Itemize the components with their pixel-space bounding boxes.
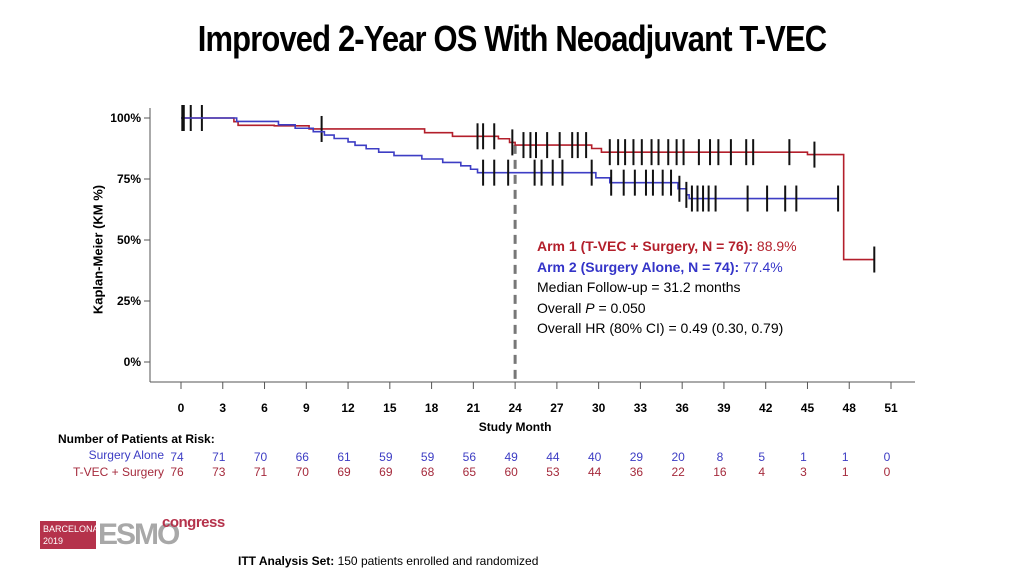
x-tick-label: 18 bbox=[425, 401, 439, 415]
risk-value: 61 bbox=[337, 450, 351, 464]
x-tick-label: 48 bbox=[843, 401, 857, 415]
tick-labels: 100%75%50%25%0%0 3 6 9 12 15 18 21 24 27 30 33 36 39 4… bbox=[110, 111, 898, 434]
hazard-ratio: Overall HR (80% CI) = 0.49 (0.30, 0.79) bbox=[537, 320, 784, 336]
x-tick-label: 45 bbox=[801, 401, 815, 415]
x-tick-label: 30 bbox=[592, 401, 606, 415]
risk-value: 68 bbox=[421, 465, 435, 479]
risk-value: 44 bbox=[546, 450, 560, 464]
risk-value: 53 bbox=[546, 465, 560, 479]
risk-value: 66 bbox=[296, 450, 310, 464]
page-title: Improved 2-Year OS With Neoadjuvant T-VE… bbox=[197, 18, 827, 59]
risk-table-heading: Number of Patients at Risk: bbox=[58, 432, 215, 446]
risk-value: 1 bbox=[842, 465, 849, 479]
risk-value: 40 bbox=[588, 450, 602, 464]
risk-value: 65 bbox=[463, 465, 477, 479]
risk-value: 16 bbox=[713, 465, 727, 479]
x-tick-label: 27 bbox=[550, 401, 564, 415]
series-group bbox=[181, 105, 876, 273]
risk-value: 59 bbox=[421, 450, 435, 464]
y-tick-label: 0% bbox=[124, 355, 142, 369]
y-tick-label: 25% bbox=[117, 294, 141, 308]
logo-suffix: congress bbox=[162, 514, 225, 531]
risk-value: 70 bbox=[296, 465, 310, 479]
risk-value: 60 bbox=[504, 465, 518, 479]
risk-value: 1 bbox=[800, 450, 807, 464]
risk-value: 59 bbox=[379, 450, 393, 464]
risk-value: 73 bbox=[212, 465, 226, 479]
x-tick-label: 24 bbox=[508, 401, 522, 415]
risk-value: 71 bbox=[212, 450, 226, 464]
p-value: Overall P = 0.050 bbox=[537, 299, 646, 316]
risk-value: 70 bbox=[254, 450, 268, 464]
risk-value: 69 bbox=[337, 465, 351, 479]
km-curve-arm2 bbox=[181, 117, 839, 200]
footnote: ITT Analysis Set: 150 patients enrolled … bbox=[238, 554, 539, 568]
y-axis-label: Kaplan-Meier (KM %) bbox=[90, 184, 106, 315]
arm1-result: Arm 1 (T-VEC + Surgery, N = 76): 88.9% bbox=[537, 236, 797, 257]
km-curve-arm1 bbox=[181, 117, 875, 261]
risk-value: 0 bbox=[884, 465, 891, 479]
arm1-value: 88.9% bbox=[756, 238, 797, 254]
arm2-result: Arm 2 (Surgery Alone, N = 74): 77.4% bbox=[537, 257, 797, 278]
x-axis-label: Study Month bbox=[479, 420, 552, 434]
risk-value: 56 bbox=[463, 450, 477, 464]
logo-city-badge: BARCELONA 2019 bbox=[40, 521, 99, 549]
x-tick-label: 51 bbox=[884, 401, 898, 415]
risk-value: 44 bbox=[588, 465, 602, 479]
results-annotation: Arm 1 (T-VEC + Surgery, N = 76): 88.9% A… bbox=[537, 236, 797, 339]
risk-value: 20 bbox=[671, 450, 685, 464]
arm1-label: Arm 1 (T-VEC + Surgery, N = 76): bbox=[537, 238, 754, 254]
risk-value: 29 bbox=[630, 450, 644, 464]
risk-values: 74 71 70 66 61 59 59 56 49 44 40 29 20 8 5 1 1 076 73 71 70 6… bbox=[170, 450, 890, 479]
risk-value: 8 bbox=[717, 450, 724, 464]
risk-value: 69 bbox=[379, 465, 393, 479]
risk-row-label-tvec: T-VEC + Surgery bbox=[72, 465, 164, 479]
logo-brand: ESMO bbox=[98, 518, 180, 551]
x-tick-label: 21 bbox=[467, 401, 481, 415]
risk-value: 22 bbox=[671, 465, 685, 479]
axes bbox=[144, 108, 915, 389]
x-tick-label: 9 bbox=[303, 401, 310, 415]
median-followup: Median Follow-up = 31.2 months bbox=[537, 279, 741, 295]
risk-value: 3 bbox=[800, 465, 807, 479]
esmo-congress-logo: BARCELONA 2019 ESMO congress bbox=[40, 514, 230, 554]
arm2-label: Arm 2 (Surgery Alone, N = 74): bbox=[537, 258, 740, 275]
risk-value: 1 bbox=[842, 450, 849, 464]
x-tick-label: 33 bbox=[634, 401, 648, 415]
risk-value: 0 bbox=[884, 450, 891, 464]
y-tick-label: 50% bbox=[117, 233, 141, 247]
x-tick-label: 42 bbox=[759, 401, 773, 415]
x-tick-label: 3 bbox=[219, 401, 226, 415]
risk-value: 76 bbox=[170, 465, 184, 479]
risk-row-label-surgery: Surgery Alone bbox=[88, 448, 164, 462]
x-tick-label: 6 bbox=[261, 401, 268, 415]
x-tick-label: 12 bbox=[341, 401, 355, 415]
risk-value: 74 bbox=[170, 450, 184, 464]
risk-value: 36 bbox=[630, 465, 644, 479]
risk-value: 71 bbox=[254, 465, 268, 479]
y-tick-label: 75% bbox=[117, 172, 141, 186]
x-tick-label: 36 bbox=[675, 401, 689, 415]
arm2-value: 77.4% bbox=[743, 258, 783, 275]
risk-value: 5 bbox=[758, 450, 765, 464]
risk-value: 49 bbox=[504, 450, 518, 464]
x-tick-label: 0 bbox=[178, 401, 185, 415]
x-tick-label: 15 bbox=[383, 401, 397, 415]
x-tick-label: 39 bbox=[717, 401, 731, 415]
y-tick-label: 100% bbox=[110, 111, 141, 125]
risk-value: 4 bbox=[758, 465, 765, 479]
